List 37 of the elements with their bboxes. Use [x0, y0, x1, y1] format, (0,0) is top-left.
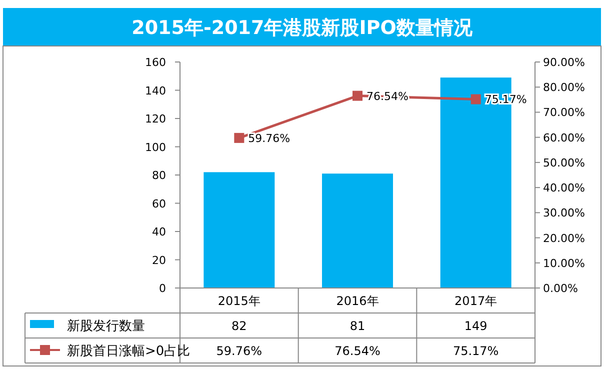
data-label: 59.76%	[216, 344, 262, 358]
x-tick-label: 2015年	[218, 294, 260, 308]
y-tick-label: 140	[145, 84, 166, 98]
legend-label: 新股发行数量	[67, 319, 145, 334]
y-tick-label: 40	[152, 226, 166, 238]
point	[234, 132, 244, 143]
y-tick-label: 120	[145, 112, 166, 126]
y-tick-label: 80	[152, 169, 166, 182]
y2-tick-label: 60.00%	[543, 131, 585, 144]
y2-tick-label: 80.00%	[543, 81, 585, 94]
y-tick-label: 0	[159, 282, 166, 295]
x-tick-label: 2017年	[454, 294, 498, 308]
data-label: 75.17%	[452, 344, 499, 358]
y2-tick-label: 50.00%	[543, 156, 585, 170]
y-tick-label: 20	[152, 254, 166, 267]
data-label: 149	[464, 319, 488, 333]
chart-title: 2015年-2017年港股新股IPO数量情况	[132, 17, 474, 39]
point	[470, 94, 481, 104]
bar	[204, 172, 275, 288]
legend-label: 新股首日涨幅>0占比	[67, 344, 190, 359]
y2-tick-label: 20.00%	[543, 232, 585, 245]
y-tick-label: 100	[145, 140, 166, 154]
y2-tick-label: 90.00%	[543, 56, 585, 69]
y-tick-label: 160	[145, 56, 166, 69]
text: 59.76%	[248, 132, 290, 145]
y2-tick-label: 10.00%	[543, 256, 585, 270]
x-tick-label: 2016年	[336, 294, 379, 308]
y2-tick-label: 70.00%	[543, 106, 585, 120]
y2-tick-label: 0.00%	[543, 282, 578, 295]
data-label: 76.54%	[334, 344, 380, 358]
data-label: 82	[232, 319, 247, 333]
bar	[322, 174, 393, 288]
data-label: 81	[350, 319, 366, 333]
point	[352, 90, 362, 101]
y-tick-label: 60	[152, 197, 166, 210]
y2-tick-label: 30.00%	[543, 206, 585, 220]
y2-tick-label: 40.00%	[543, 182, 585, 195]
